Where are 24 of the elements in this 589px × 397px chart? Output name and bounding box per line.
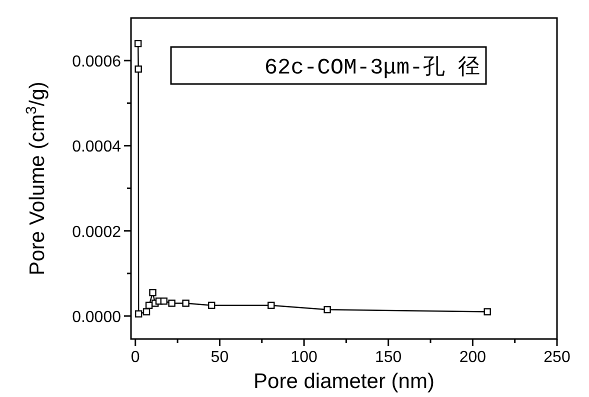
point	[149, 288, 156, 296]
point	[168, 300, 176, 307]
x-tick-label: 50	[210, 349, 229, 366]
point	[208, 302, 216, 309]
point	[182, 300, 190, 307]
y-tick-label: 0.0000	[72, 309, 122, 326]
point	[142, 308, 150, 316]
point	[484, 308, 491, 316]
x-tick-label: 0	[130, 349, 140, 366]
x-tick-label: 200	[459, 349, 486, 366]
point	[134, 310, 142, 318]
y-tick-label: 0.0002	[72, 224, 122, 241]
legend-label: 62c-COM-3μm-孔 径	[264, 56, 480, 80]
point	[324, 306, 331, 314]
x-tick-label: 250	[544, 349, 570, 366]
point	[160, 298, 168, 305]
point	[134, 40, 142, 48]
point	[134, 65, 142, 73]
x-axis-title: Pore diameter (nm)	[254, 370, 434, 393]
y-tick-label: 0.0004	[72, 138, 122, 156]
y-tick-label: 0.0006	[72, 54, 122, 71]
x-tick-label: 100	[290, 349, 318, 366]
x-tick-label: 150	[375, 349, 402, 366]
point	[268, 302, 275, 309]
